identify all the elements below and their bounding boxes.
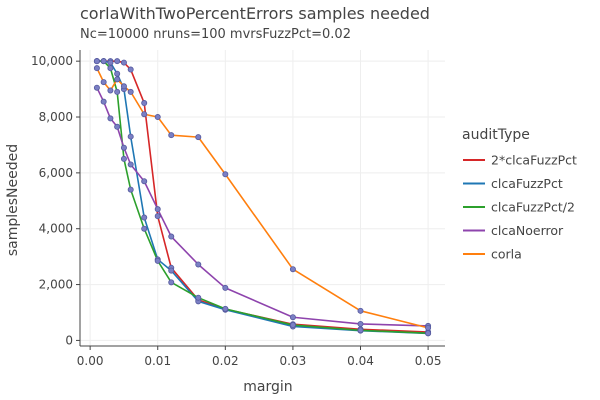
data-point: [107, 115, 114, 122]
data-point: [127, 133, 134, 140]
data-point: [127, 66, 134, 73]
data-point: [107, 59, 114, 66]
data-point: [154, 257, 161, 264]
data-point: [141, 100, 148, 107]
data-point: [154, 114, 161, 121]
y-tick-label: 8,000: [39, 110, 73, 124]
data-point: [141, 178, 148, 185]
series-line: [96, 60, 429, 334]
legend-item[interactable]: clcaFuzzPct: [463, 176, 563, 191]
data-point: [154, 206, 161, 213]
data-point: [127, 88, 134, 95]
y-tick-label: 6,000: [39, 166, 73, 180]
data-point: [425, 324, 432, 331]
data-point: [168, 132, 175, 139]
data-point: [127, 161, 134, 168]
legend-item[interactable]: corla: [463, 247, 522, 262]
x-tick-label: 0.03: [280, 354, 307, 368]
x-tick-label: 0.04: [347, 354, 374, 368]
data-point: [141, 214, 148, 221]
x-tick-label: 0.02: [212, 354, 239, 368]
data-point: [195, 294, 202, 301]
chart-title: corlaWithTwoPercentErrors samples needed: [80, 4, 430, 23]
data-point: [425, 330, 432, 337]
data-point: [107, 87, 114, 94]
x-tick-label: 0.05: [415, 354, 442, 368]
legend-title: auditType: [462, 127, 530, 143]
data-point: [120, 144, 127, 151]
data-point: [289, 314, 296, 321]
plot-area: 0.00 0.01 0.02 0.03 0.04 0.05 0 2,000 4,000 6,000…: [31, 50, 445, 368]
data-point: [168, 279, 175, 286]
axes-layer: 0.00 0.01 0.02 0.03 0.04 0.05 0 2,000 4,000 6,000…: [31, 50, 445, 368]
data-point: [100, 98, 107, 105]
legend-label: corla: [491, 247, 522, 262]
data-point: [120, 59, 127, 66]
y-tick-label: 2,000: [39, 278, 73, 292]
data-point: [120, 83, 127, 90]
x-tick-label: 0.01: [144, 354, 171, 368]
data-point: [141, 225, 148, 232]
data-point: [93, 58, 100, 65]
data-point: [357, 307, 364, 314]
grid-layer: [80, 50, 445, 346]
data-point: [195, 134, 202, 141]
data-point: [100, 79, 107, 86]
data-point: [93, 84, 100, 91]
y-tick-label: 10,000: [31, 54, 73, 68]
data-point: [195, 261, 202, 268]
series-layer: [93, 58, 432, 337]
y-tick-label: 4,000: [39, 222, 73, 236]
data-point: [93, 65, 100, 72]
legend-item[interactable]: clcaFuzzPct/2: [463, 200, 575, 215]
data-point: [357, 327, 364, 334]
data-point: [120, 155, 127, 162]
legend-label: 2*clcaFuzzPct: [491, 153, 577, 168]
y-tick-label: 0: [65, 333, 73, 347]
data-point: [127, 186, 134, 193]
legend: auditType 2*clcaFuzzPct clcaFuzzPct clcaFu…: [462, 127, 577, 262]
legend-item[interactable]: 2*clcaFuzzPct: [463, 153, 577, 168]
data-point: [168, 233, 175, 240]
legend-label: clcaNoerror: [491, 223, 564, 238]
y-axis-label: samplesNeeded: [5, 144, 21, 256]
series-line: [96, 67, 429, 329]
legend-label: clcaFuzzPct: [491, 176, 563, 191]
x-tick-label: 0.00: [77, 354, 104, 368]
data-point: [222, 171, 229, 178]
data-point: [222, 284, 229, 291]
legend-label: clcaFuzzPct/2: [491, 200, 575, 215]
data-point: [100, 58, 107, 65]
legend-item[interactable]: clcaNoerror: [463, 223, 564, 238]
legend-items: 2*clcaFuzzPct clcaFuzzPct clcaFuzzPct/2 clc…: [463, 153, 577, 262]
data-point: [141, 111, 148, 118]
chart-subtitle: Nc=10000 nruns=100 mvrsFuzzPct=0.02: [80, 27, 351, 42]
data-point: [114, 70, 121, 77]
data-point: [168, 267, 175, 274]
data-point: [114, 76, 121, 83]
data-point: [289, 322, 296, 329]
data-point: [289, 266, 296, 273]
data-point: [154, 213, 161, 220]
data-point: [107, 65, 114, 72]
data-point: [222, 305, 229, 312]
data-point: [114, 58, 121, 65]
data-point: [357, 320, 364, 327]
data-point: [114, 123, 121, 130]
x-axis-label: margin: [243, 379, 292, 395]
data-point: [114, 88, 121, 95]
